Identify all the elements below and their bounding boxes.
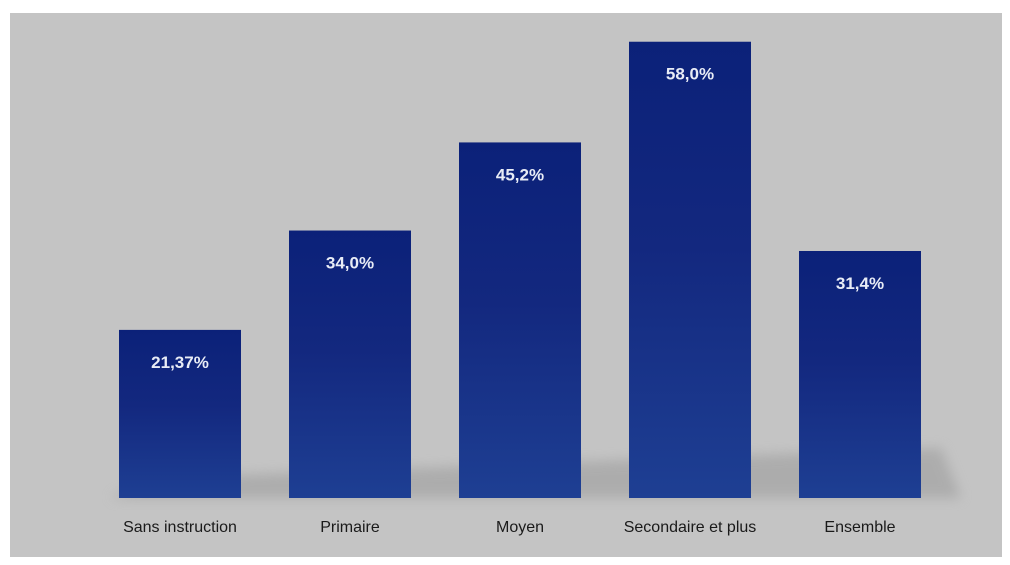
category-label-2: Moyen (496, 519, 544, 536)
category-label-4: Ensemble (824, 519, 895, 536)
chart-background: 21,37% 34,0% 45,2% 58,0% 31,4% Sans instruct… (10, 13, 1002, 557)
bar-value-label-4: 31,4% (836, 274, 884, 293)
category-label-3: Secondaire et plus (624, 519, 757, 536)
bar-2 (459, 142, 581, 498)
bar-value-label-0: 21,37% (151, 353, 209, 372)
bars (119, 41, 921, 499)
bar-3 (629, 41, 751, 498)
bar-value-label-3: 58,0% (666, 65, 714, 84)
value-labels: 21,37% 34,0% 45,2% 58,0% 31,4% (151, 65, 884, 372)
bar-chart: 21,37% 34,0% 45,2% 58,0% 31,4% Sans instruct… (109, 41, 961, 536)
category-labels: Sans instruction Primaire Moyen Secondaire … (123, 519, 896, 536)
bar-1 (289, 230, 411, 499)
bar-4 (799, 250, 921, 498)
category-label-0: Sans instruction (123, 519, 237, 536)
bar-value-label-2: 45,2% (496, 165, 544, 184)
bar-value-label-1: 34,0% (326, 254, 374, 273)
bar-0 (119, 329, 241, 498)
category-label-1: Primaire (320, 519, 380, 536)
